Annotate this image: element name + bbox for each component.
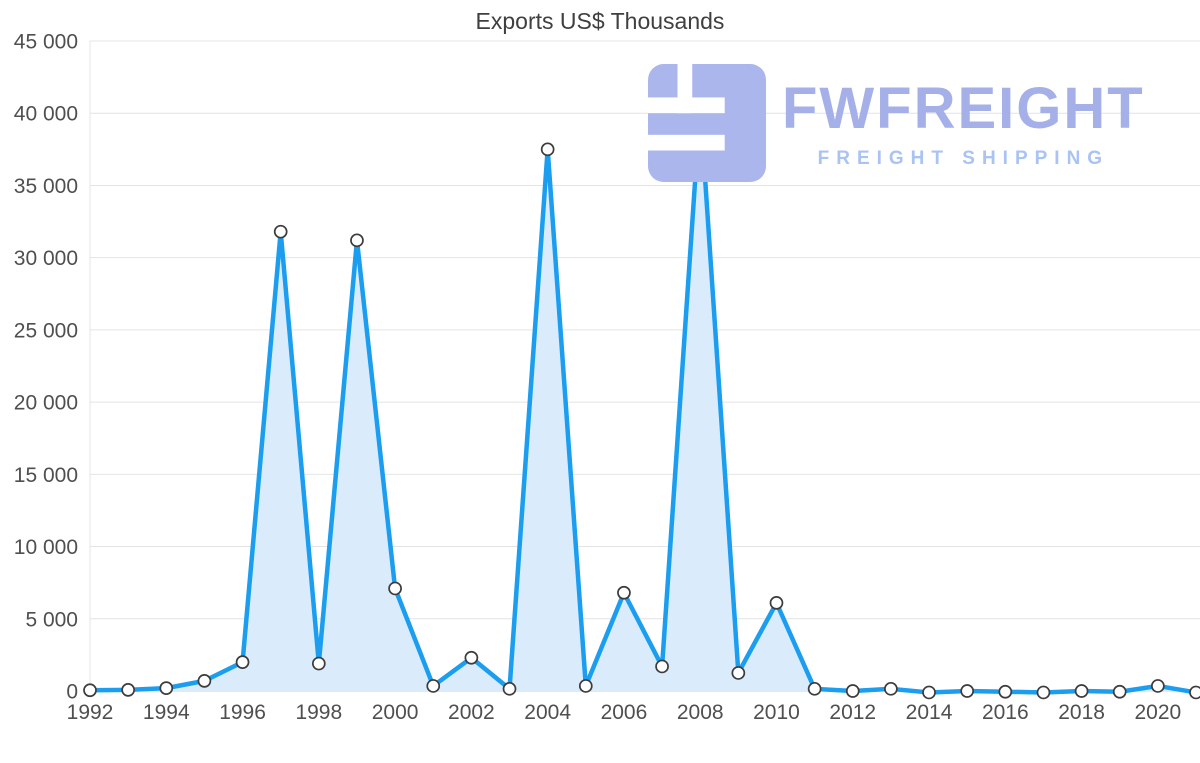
x-axis-tick-label: 2000 <box>372 701 419 724</box>
data-point-marker[interactable] <box>464 650 479 665</box>
y-axis-tick-label: 25 000 <box>14 319 78 342</box>
x-axis-tick-label: 1998 <box>295 701 342 724</box>
y-axis-tick-label: 0 <box>66 681 78 704</box>
data-point-marker[interactable] <box>998 684 1013 699</box>
data-point-marker[interactable] <box>922 685 936 700</box>
data-point-marker[interactable] <box>1074 684 1089 698</box>
logo-tagline: FREIGHT SHIPPING <box>817 147 1110 169</box>
x-axis-tick-label: 1992 <box>67 701 114 724</box>
data-point-marker[interactable] <box>1189 685 1200 700</box>
y-axis-tick-label: 20 000 <box>14 392 78 415</box>
data-point-marker[interactable] <box>83 683 97 698</box>
y-axis-tick-label: 30 000 <box>14 247 78 270</box>
area-fill <box>90 106 1196 693</box>
y-axis-tick-label: 40 000 <box>14 103 78 126</box>
chart-title: Exports US$ Thousands <box>475 8 725 34</box>
y-axis-tick-label: 35 000 <box>14 175 78 198</box>
y-axis-tick-label: 10 000 <box>14 536 78 559</box>
logo-name: FWFREIGHT <box>782 76 1145 141</box>
data-point-marker[interactable] <box>350 233 364 248</box>
x-axis-tick-label: 1996 <box>219 701 266 724</box>
data-point-marker[interactable] <box>731 666 746 680</box>
y-axis-tick-label: 5 000 <box>25 608 78 631</box>
data-point-marker[interactable] <box>655 659 669 674</box>
data-point-marker[interactable] <box>807 681 822 696</box>
x-axis-tick-label: 2016 <box>982 701 1029 724</box>
x-axis-tick-label: 2014 <box>906 701 953 724</box>
x-axis-tick-label: 2018 <box>1058 701 1105 724</box>
data-point-marker[interactable] <box>121 682 135 697</box>
data-point-marker[interactable] <box>540 142 555 157</box>
logo-text-block: FWFREIGHT FREIGHT SHIPPING <box>782 64 1145 170</box>
data-point-marker[interactable] <box>884 681 898 696</box>
data-point-marker[interactable] <box>578 679 593 693</box>
x-axis-tick-label: 2010 <box>753 701 800 724</box>
data-point-marker[interactable] <box>617 585 631 600</box>
data-point-marker[interactable] <box>845 684 860 698</box>
data-point-marker[interactable] <box>235 655 250 669</box>
data-point-marker[interactable] <box>502 681 517 696</box>
x-axis-tick-label: 2006 <box>601 701 648 724</box>
data-point-marker[interactable] <box>197 674 212 688</box>
data-point-marker[interactable] <box>426 679 441 693</box>
fwfreight-logo-icon <box>648 64 766 182</box>
data-point-marker[interactable] <box>273 224 288 239</box>
data-point-marker[interactable] <box>388 581 402 596</box>
data-point-marker[interactable] <box>769 596 784 610</box>
x-axis-tick-label: 2008 <box>677 701 724 724</box>
data-point-marker[interactable] <box>1151 679 1165 693</box>
data-point-marker[interactable] <box>1112 684 1127 699</box>
data-point-marker[interactable] <box>960 684 975 698</box>
y-axis-tick-label: 45 000 <box>14 31 78 54</box>
data-point-marker[interactable] <box>1036 685 1051 700</box>
x-axis-tick-label: 1994 <box>143 701 190 724</box>
data-point-marker[interactable] <box>311 656 326 671</box>
x-axis-tick-label: 2004 <box>524 701 571 724</box>
data-point-marker[interactable] <box>159 681 174 695</box>
x-axis-tick-label: 2012 <box>829 701 876 724</box>
fwfreight-logo: FWFREIGHT FREIGHT SHIPPING <box>648 64 1145 182</box>
x-axis-tick-label: 2002 <box>448 701 495 724</box>
y-axis-tick-label: 15 000 <box>14 464 78 487</box>
x-axis-tick-label: 2020 <box>1135 701 1182 724</box>
